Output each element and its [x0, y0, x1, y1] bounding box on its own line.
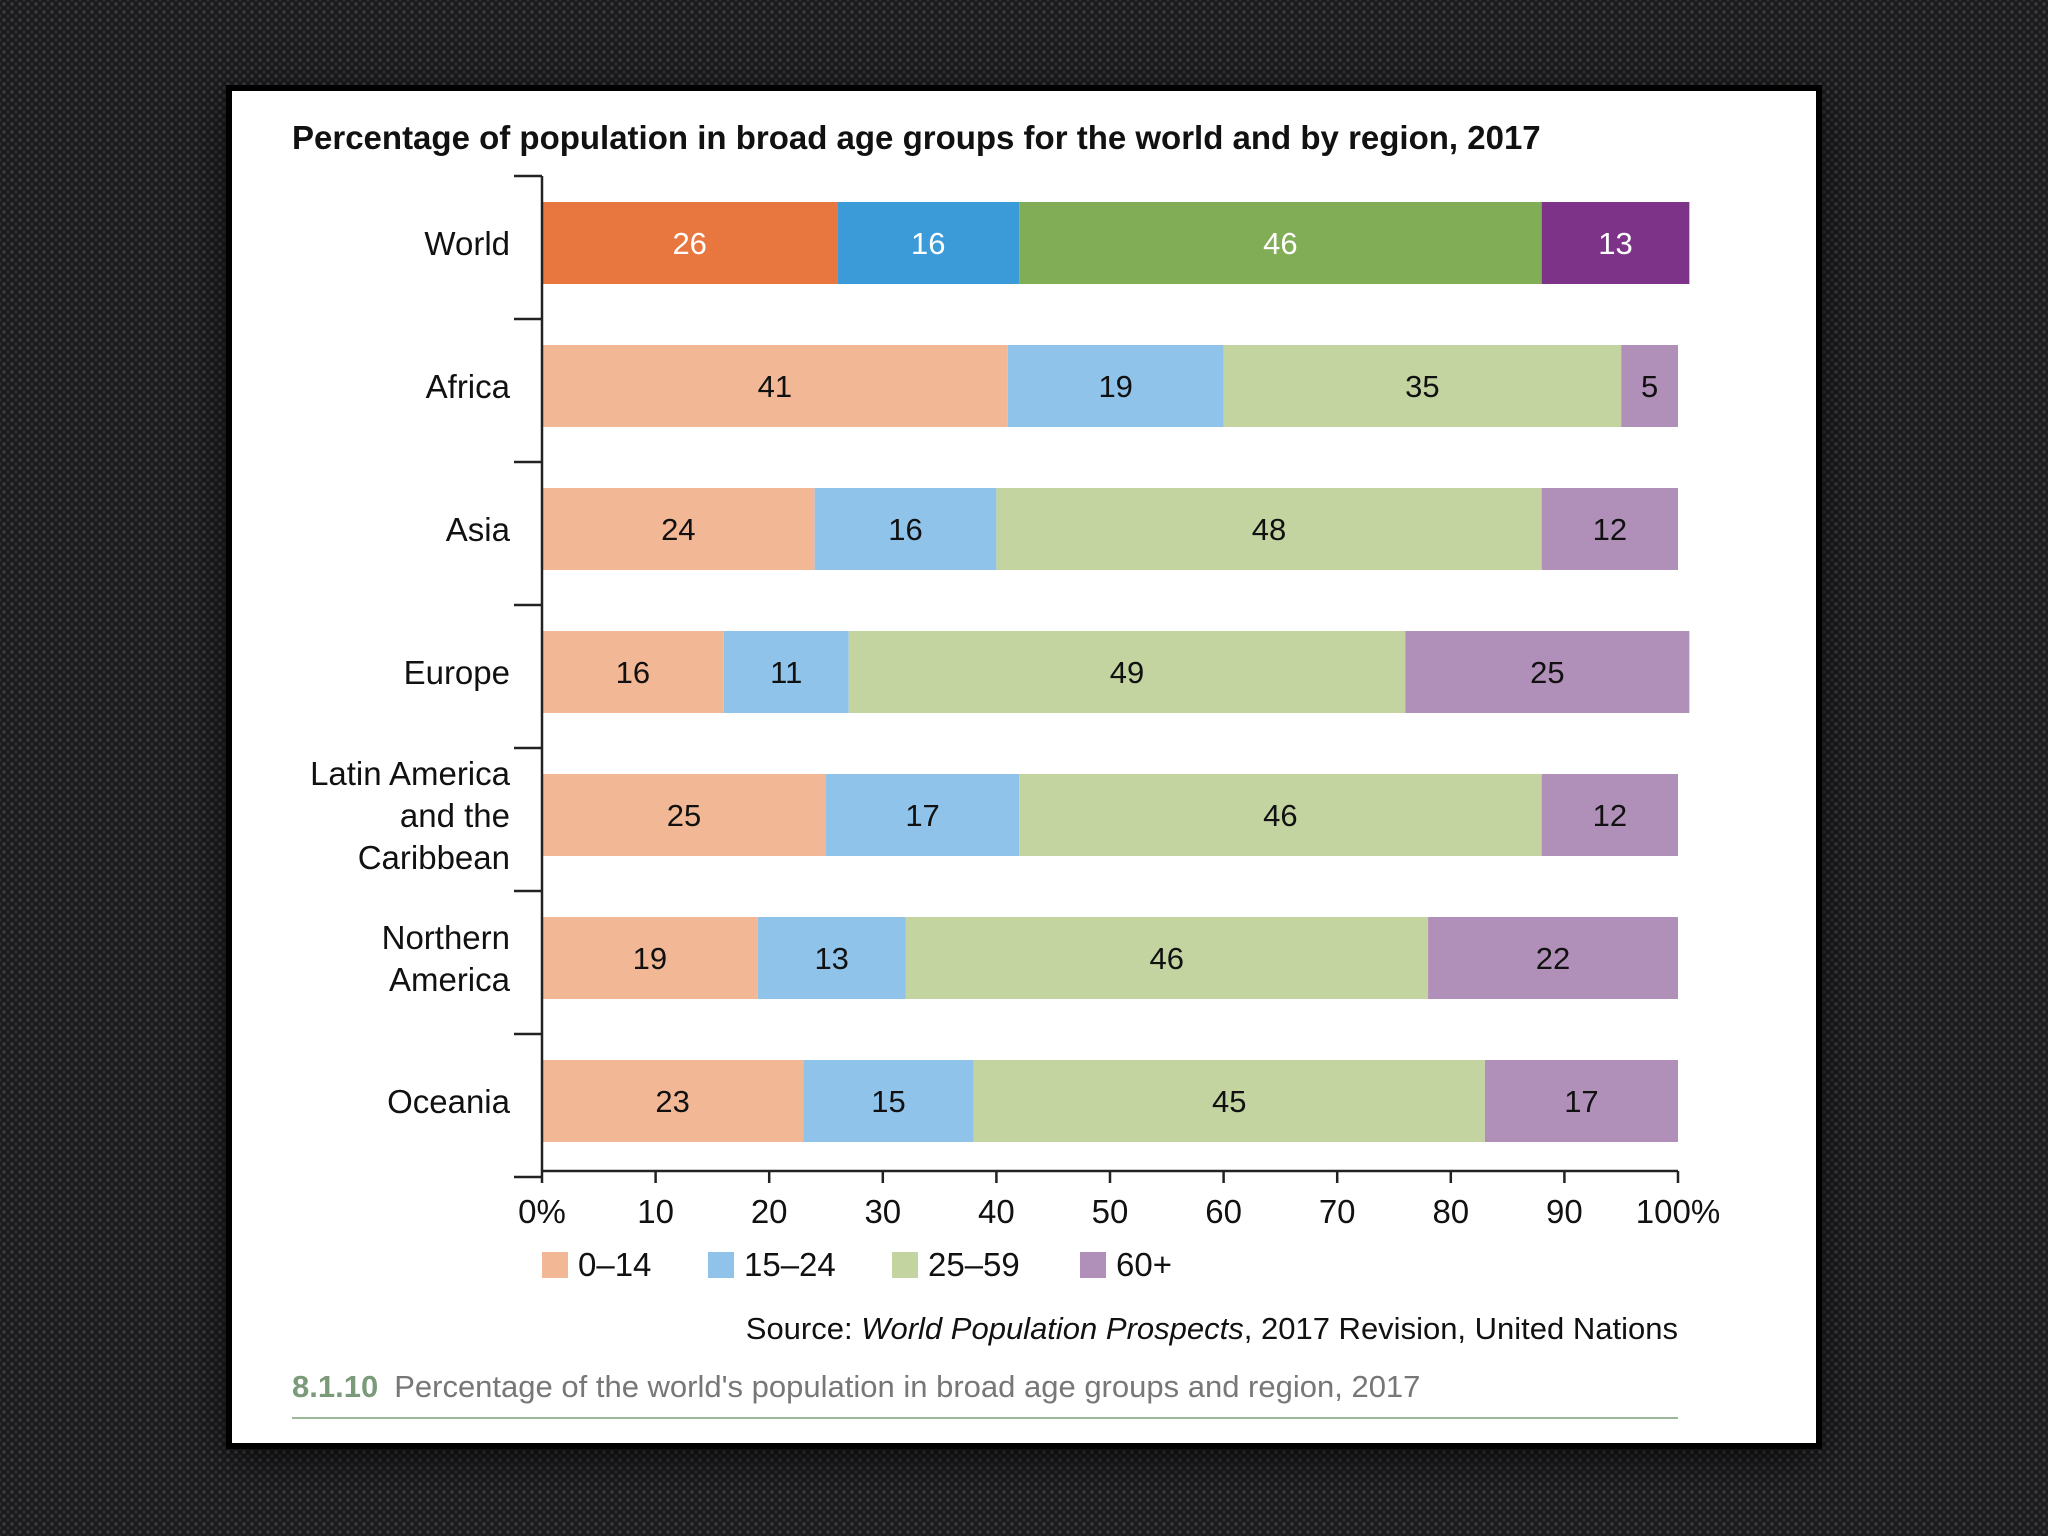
bar-segment [1019, 774, 1542, 856]
data-label: 46 [1263, 226, 1297, 261]
data-label: 25 [1530, 655, 1564, 690]
x-tick-label: 0% [518, 1193, 566, 1230]
data-label: 45 [1212, 1084, 1246, 1119]
data-label: 22 [1536, 941, 1570, 976]
bar-segment [1019, 202, 1542, 284]
data-label: 16 [911, 226, 945, 261]
x-tick-label: 10 [637, 1193, 674, 1230]
figure-panel: Percentage of population in broad age gr… [232, 91, 1816, 1443]
data-label: 46 [1263, 798, 1297, 833]
bar-segment [542, 202, 838, 284]
bar-segment [723, 631, 849, 713]
bar-segment [542, 774, 826, 856]
data-label: 13 [1598, 226, 1632, 261]
source-suffix: , 2017 Revision, United Nations [1244, 1311, 1678, 1346]
data-label: 35 [1405, 369, 1439, 404]
data-label: 12 [1593, 798, 1627, 833]
bar-segment [1007, 345, 1224, 427]
data-label: 46 [1150, 941, 1184, 976]
axes-layer: World Africa Asia Europe Latin America and th… [310, 174, 1720, 1230]
data-label: 48 [1252, 512, 1286, 547]
category-label: Northern America [382, 919, 511, 998]
data-label: 16 [616, 655, 650, 690]
x-tick-label: 100% [1636, 1193, 1720, 1230]
bar-segment [905, 917, 1429, 999]
legend-swatch [1080, 1252, 1106, 1278]
data-label: 25 [667, 798, 701, 833]
data-label: 19 [633, 941, 667, 976]
bar-segment [1223, 345, 1622, 427]
figure-caption-line: 8.1.10 Percentage of the world's populati… [292, 1369, 1420, 1404]
data-label: 26 [672, 226, 706, 261]
bar-segment [542, 488, 815, 570]
bar-segment [542, 345, 1008, 427]
x-tick-label: 90 [1546, 1193, 1583, 1230]
bar-segment [814, 488, 997, 570]
bar-segment [542, 1060, 804, 1142]
data-label: 5 [1641, 369, 1658, 404]
bar-segment [542, 917, 758, 999]
x-tick-label: 40 [978, 1193, 1015, 1230]
bar-segment [826, 774, 1020, 856]
x-tick-label: 30 [864, 1193, 901, 1230]
chart-title: Percentage of population in broad age gr… [292, 119, 1541, 156]
data-label: 13 [814, 941, 848, 976]
figure-number: 8.1.10 [292, 1369, 378, 1404]
bar-segment [1428, 917, 1678, 999]
legend-swatch [892, 1252, 918, 1278]
bar-segment [542, 631, 724, 713]
bar-segment [996, 488, 1542, 570]
category-label: Asia [446, 511, 511, 548]
source-prefix: Source: [746, 1311, 861, 1346]
bar-segment [1541, 202, 1690, 284]
category-label: Africa [426, 368, 511, 405]
legend-label: 15–24 [744, 1246, 836, 1283]
bar-segment [1621, 345, 1678, 427]
bar-segment [1484, 1060, 1678, 1142]
legend-swatch [542, 1252, 568, 1278]
data-label: 41 [758, 369, 792, 404]
data-label: 16 [888, 512, 922, 547]
x-tick-label: 70 [1319, 1193, 1356, 1230]
data-label: 11 [770, 655, 802, 690]
legend-label: 25–59 [928, 1246, 1020, 1283]
bar-segment [757, 917, 906, 999]
bar-segment [973, 1060, 1485, 1142]
legend-label: 60+ [1116, 1246, 1172, 1283]
bar-segment [1541, 488, 1678, 570]
legend-label: 0–14 [578, 1246, 651, 1283]
bars-layer: 26 16 46 13 41 19 35 5 24 16 48 12 16 11 49 25 25 17 46 12 1… [542, 202, 1690, 1142]
bar-segment [1405, 631, 1690, 713]
data-label: 15 [871, 1084, 905, 1119]
figure-caption: Percentage of the world's population in … [394, 1369, 1420, 1404]
legend: 0–14 15–24 25–59 60+ [542, 1246, 1172, 1283]
source-title: World Population Prospects [861, 1311, 1244, 1346]
bar-segment [803, 1060, 974, 1142]
stacked-bar-chart: Percentage of population in broad age gr… [292, 119, 1720, 1419]
x-tick-label: 20 [751, 1193, 788, 1230]
legend-swatch [708, 1252, 734, 1278]
category-label: Latin America and the Caribbean [310, 755, 511, 876]
data-label: 24 [661, 512, 695, 547]
source-note: Source: World Population Prospects, 2017… [746, 1311, 1678, 1346]
data-label: 12 [1593, 512, 1627, 547]
data-label: 23 [655, 1084, 689, 1119]
bar-segment [848, 631, 1406, 713]
category-label: Europe [404, 654, 510, 691]
x-tick-label: 80 [1432, 1193, 1469, 1230]
bar-segment [837, 202, 1020, 284]
data-label: 17 [1564, 1084, 1598, 1119]
x-tick-label: 60 [1205, 1193, 1242, 1230]
data-label: 49 [1110, 655, 1144, 690]
category-label: World [424, 225, 510, 262]
data-label: 19 [1098, 369, 1132, 404]
bar-segment [1541, 774, 1678, 856]
x-tick-label: 50 [1092, 1193, 1129, 1230]
data-label: 17 [905, 798, 939, 833]
category-label: Oceania [387, 1083, 511, 1120]
